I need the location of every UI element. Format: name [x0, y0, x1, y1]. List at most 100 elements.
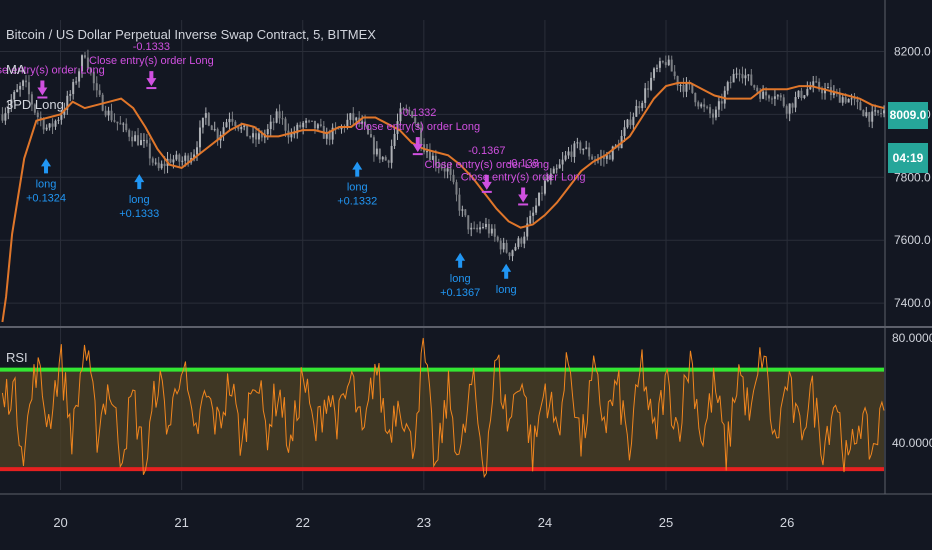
candle-body	[538, 192, 541, 206]
entry-marker[interactable]: long	[496, 263, 517, 296]
entry-marker[interactable]: long +0.1333	[119, 174, 159, 220]
exit-loss-label: -0.1332	[399, 107, 436, 119]
candles	[1, 49, 885, 262]
price-tick-label: 7600.0	[894, 233, 931, 247]
exit-loss-label: -0.138	[508, 157, 539, 169]
candle-body	[163, 163, 166, 166]
candle-body	[703, 104, 706, 107]
candle-body	[670, 59, 673, 72]
candle-body	[635, 105, 638, 117]
candle-body	[691, 84, 694, 93]
exit-arrow-icon	[412, 137, 423, 153]
candle-body	[697, 102, 700, 107]
candle-body	[511, 250, 514, 257]
candle-body	[473, 227, 476, 229]
candle-body	[856, 99, 859, 103]
candle-body	[717, 101, 720, 110]
candle-body	[844, 97, 847, 103]
rsi-tick-label: 40.0000	[892, 436, 932, 450]
time-tick-label: 22	[296, 515, 310, 530]
candle-body	[396, 121, 399, 134]
candle-body	[794, 97, 797, 108]
rsi-band-fill	[0, 369, 884, 470]
exit-marker[interactable]: Close entry(s) order Long -0.138	[461, 157, 586, 206]
candle-body	[818, 81, 821, 90]
candle-body	[48, 123, 51, 128]
candle-body	[576, 142, 579, 144]
candle-body	[10, 99, 13, 107]
candle-body	[207, 113, 210, 126]
candle-body	[664, 62, 667, 66]
candle-body	[367, 125, 370, 135]
candle-body	[470, 227, 473, 230]
candle-body	[868, 112, 871, 122]
candle-body	[750, 74, 753, 86]
candle-body	[272, 121, 275, 123]
candle-body	[246, 125, 249, 137]
candle-body	[738, 73, 741, 75]
candle-body	[526, 223, 529, 237]
candle-body	[487, 223, 490, 234]
candle-body	[266, 129, 269, 135]
candle-body	[549, 173, 552, 181]
candle-body	[281, 118, 284, 120]
ma-legend-label[interactable]: MA	[6, 62, 26, 77]
candle-body	[142, 139, 145, 141]
entry-label: long	[129, 194, 150, 206]
candle-body	[234, 121, 237, 126]
candle-body	[661, 61, 664, 63]
candle-body	[420, 127, 423, 145]
exit-arrow-icon	[481, 174, 492, 190]
candle-body	[369, 134, 372, 138]
candle-body	[768, 95, 771, 99]
candle-body	[42, 119, 45, 130]
candle-body	[629, 119, 632, 126]
exit-marker[interactable]: Close entry(s) order Long -0.1332	[355, 107, 480, 156]
candle-body	[638, 105, 641, 109]
candle-body	[393, 133, 396, 146]
candle-body	[700, 104, 703, 107]
candle-body	[213, 129, 216, 131]
entry-arrow-icon	[352, 161, 363, 177]
candle-body	[880, 112, 883, 114]
candle-body	[756, 87, 759, 92]
candle-body	[632, 116, 635, 126]
candle-body	[98, 90, 101, 95]
candle-body	[806, 89, 809, 96]
candle-body	[27, 82, 30, 95]
entry-label: long	[450, 273, 471, 285]
candle-body	[16, 89, 19, 92]
candle-body	[591, 156, 594, 160]
candle-body	[785, 106, 788, 114]
rsi-legend-label[interactable]: RSI	[6, 350, 28, 365]
candle-body	[800, 90, 803, 98]
exit-marker[interactable]: Close entry(s) order Long	[0, 65, 105, 99]
candle-body	[128, 130, 131, 137]
candle-body	[22, 80, 25, 86]
entry-marker[interactable]: long +0.1367	[440, 252, 480, 299]
candle-body	[650, 77, 653, 90]
candle-body	[116, 121, 119, 124]
candle-body	[145, 139, 148, 144]
candle-body	[196, 147, 199, 155]
exit-marker[interactable]: Close entry(s) order Long -0.1367	[424, 145, 549, 193]
candle-body	[325, 132, 328, 139]
candle-body	[608, 155, 611, 160]
candle-body	[169, 158, 172, 163]
candle-body	[193, 154, 196, 158]
candle-body	[384, 157, 387, 161]
exit-label: Close entry(s) order Long	[0, 65, 105, 77]
candle-body	[647, 88, 650, 90]
candle-body	[437, 165, 440, 167]
candle-body	[331, 127, 334, 140]
candle-body	[4, 113, 7, 121]
candle-body	[122, 123, 125, 125]
strategy-legend-label[interactable]: 3PD Long	[6, 97, 64, 112]
entry-marker[interactable]: long +0.1332	[337, 161, 377, 208]
candle-body	[564, 155, 567, 160]
candle-body	[311, 120, 314, 122]
candle-body	[113, 120, 116, 122]
entry-marker[interactable]: long +0.1324	[26, 158, 66, 204]
exit-marker[interactable]: Close entry(s) order Long -0.1333	[89, 41, 214, 90]
